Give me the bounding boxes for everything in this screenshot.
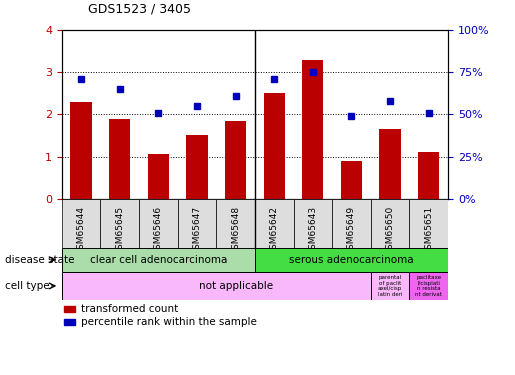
Text: paclitaxe
l/cisplati
n resista
nt derivat: paclitaxe l/cisplati n resista nt deriva… — [415, 275, 442, 297]
Text: GSM65645: GSM65645 — [115, 206, 124, 255]
Bar — [64, 306, 75, 312]
Bar — [371, 272, 409, 300]
Text: percentile rank within the sample: percentile rank within the sample — [81, 317, 257, 327]
Text: GSM65644: GSM65644 — [77, 206, 85, 255]
Text: serous adenocarcinoma: serous adenocarcinoma — [289, 255, 414, 265]
Text: GSM65643: GSM65643 — [308, 206, 317, 255]
Text: disease state: disease state — [5, 255, 75, 265]
Text: GSM65647: GSM65647 — [193, 206, 201, 255]
Bar — [109, 118, 130, 199]
Text: GSM65646: GSM65646 — [154, 206, 163, 255]
Text: GSM65649: GSM65649 — [347, 206, 356, 255]
Bar — [64, 319, 75, 326]
Bar — [139, 199, 178, 248]
Bar — [216, 199, 255, 248]
Text: not applicable: not applicable — [199, 281, 272, 291]
Bar — [302, 60, 323, 199]
Bar — [294, 199, 332, 248]
Text: parental
of paclit
axel/cisp
latin deri: parental of paclit axel/cisp latin deri — [378, 275, 402, 297]
Bar — [178, 199, 216, 248]
Bar — [264, 93, 285, 199]
Bar — [186, 135, 208, 199]
Text: GSM65651: GSM65651 — [424, 206, 433, 255]
Bar — [62, 199, 100, 248]
Text: GSM65648: GSM65648 — [231, 206, 240, 255]
Bar — [255, 199, 294, 248]
Text: GDS1523 / 3405: GDS1523 / 3405 — [88, 2, 191, 15]
Bar — [225, 121, 246, 199]
Text: cell type: cell type — [5, 281, 50, 291]
Bar — [380, 129, 401, 199]
Bar — [409, 199, 448, 248]
Bar — [409, 272, 448, 300]
Bar — [332, 199, 371, 248]
Text: clear cell adenocarcinoma: clear cell adenocarcinoma — [90, 255, 227, 265]
Bar — [255, 248, 448, 272]
Text: GSM65650: GSM65650 — [386, 206, 394, 255]
Bar — [418, 152, 439, 199]
Text: GSM65642: GSM65642 — [270, 206, 279, 255]
Bar — [341, 161, 362, 199]
Bar — [371, 199, 409, 248]
Bar — [62, 248, 255, 272]
Bar — [71, 102, 92, 199]
Bar — [148, 154, 169, 199]
Bar — [100, 199, 139, 248]
Text: transformed count: transformed count — [81, 304, 178, 314]
